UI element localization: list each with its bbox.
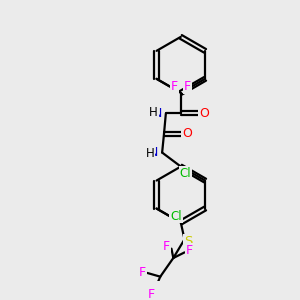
- Text: S: S: [184, 235, 192, 248]
- Text: F: F: [147, 288, 155, 300]
- Text: F: F: [163, 240, 170, 253]
- Text: O: O: [199, 107, 209, 120]
- Text: N: N: [149, 146, 158, 159]
- Text: Cl: Cl: [180, 167, 191, 180]
- Text: N: N: [153, 107, 162, 120]
- Text: H: H: [146, 147, 154, 160]
- Text: F: F: [186, 244, 193, 257]
- Text: F: F: [184, 80, 191, 93]
- Text: O: O: [182, 128, 192, 140]
- Text: Cl: Cl: [170, 209, 182, 223]
- Text: H: H: [149, 106, 158, 119]
- Text: F: F: [139, 266, 146, 279]
- Text: F: F: [171, 80, 178, 93]
